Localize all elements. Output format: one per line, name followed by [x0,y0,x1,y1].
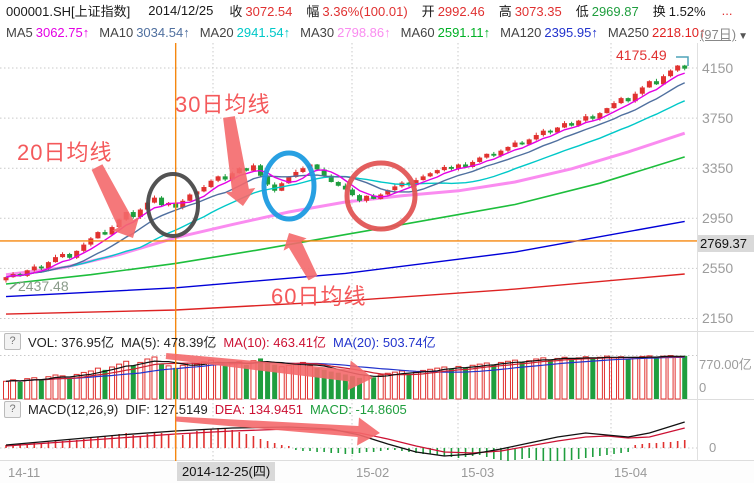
ma-item: MA60 2591.11↑ [400,24,491,40]
quote-field-value: 3072.54 [245,4,293,19]
vol-ma20-value: MA(20): 503.74亿 [333,334,436,350]
dea-value: DEA: 134.9451 [214,401,303,417]
time-axis-label: 15-04 [614,465,648,480]
crosshair-price-tag: 2769.37 [698,235,754,252]
quote-field-label: 幅 [306,4,320,19]
macd-value: MACD: -14.8605 [309,401,407,417]
volume-panel-header: ? VOL: 376.95亿 MA(5): 478.39亿 MA(10): 46… [4,332,436,350]
quote-bar: 000001.SH[上证指数] 2014/12/25 收 3072.54 幅 3.36… [0,0,754,21]
quote-field-value: 1.52% [668,4,706,19]
volume-axis-zero: 0 [699,380,707,395]
vol-ma10-value: MA(10): 463.41亿 [223,334,327,350]
volume-axis-max: 770.00亿 [699,357,752,372]
ma-item: MA120 2395.95↑ [500,24,598,40]
divider [0,460,754,461]
crosshair-date-tag: 2014-12-25(四) [177,462,276,481]
divider [0,331,754,332]
ma-values: MA5 3062.75↑ MA10 3034.54↑ MA20 2941.54↑ MA30 2… [6,25,716,40]
quote-field-label: 开 [421,4,435,19]
time-axis-label: 14-11 [8,465,41,480]
macd-panel-header: ? MACD(12,26,9) DIF: 127.5149 DEA: 134.9… [4,400,407,418]
quote-field-value: 3073.35 [514,4,562,19]
time-axis-label: 15-03 [461,465,495,480]
price-tick-label: 2550 [702,260,734,277]
quote-field-label: 高 [498,4,512,19]
annotation-ma20-text: 20日均线 [17,140,113,165]
help-icon[interactable]: ? [4,400,21,418]
quote-field-value: 2969.87 [591,4,639,19]
macd-title: MACD(12,26,9) [28,401,119,417]
symbol-name: 000001.SH[上证指数] [6,4,131,19]
quote-field-label: 换 [652,4,666,19]
time-axis-label: 15-02 [356,465,390,480]
period-dropdown[interactable]: (97日) ▼ [700,24,748,43]
quote-field-value: 2992.46 [437,4,485,19]
ma-item: MA20 2941.54↑ [199,24,291,40]
annotation-ma30-text: 30日均线 [175,92,271,117]
annotation-ma60-text: 60日均线 [271,284,367,309]
price-tick-label: 4150 [702,60,734,77]
divider [0,399,754,400]
quote-date: 2014/12/25 [148,3,214,18]
dif-value: DIF: 127.5149 [125,401,208,417]
quote-field-label: 收 [229,4,243,19]
period-low-label: 2437.48 [18,278,69,294]
more-quote-button[interactable]: ... [721,3,733,18]
ma-item: MA250 2218.10↑ [607,24,706,40]
macd-axis-zero: 0 [709,440,717,455]
vol-value: VOL: 376.95亿 [28,334,115,350]
ma-item: MA30 2798.86↑ [300,24,391,40]
price-tick-label: 3750 [702,110,734,127]
quote-fields: 收 3072.54 幅 3.36%(100.01) 开 2992.46 高 3073.35 低 2… [229,1,719,20]
help-icon[interactable]: ? [4,332,21,350]
time-axis[interactable]: 14-11 15-02 15-03 15-04 [0,461,754,483]
price-tick-label: 3350 [702,160,734,177]
quote-field-label: 低 [575,4,589,19]
price-tick-label: 2950 [702,210,734,227]
period-high-label: 4175.49 [616,47,667,63]
chevron-down-icon: ▼ [738,31,748,42]
ma-item: MA5 3062.75↑ [6,24,90,40]
price-tick-label: 2150 [702,310,734,327]
quote-field-value: 3.36%(100.01) [322,4,408,19]
ma-indicator-bar: MA5 3062.75↑ MA10 3034.54↑ MA20 2941.54↑ MA30 2… [0,21,754,43]
period-label[interactable]: (97日) [699,27,737,42]
vol-ma5-value: MA(5): 478.39亿 [121,334,217,350]
ma-item: MA10 3034.54↑ [99,24,190,40]
